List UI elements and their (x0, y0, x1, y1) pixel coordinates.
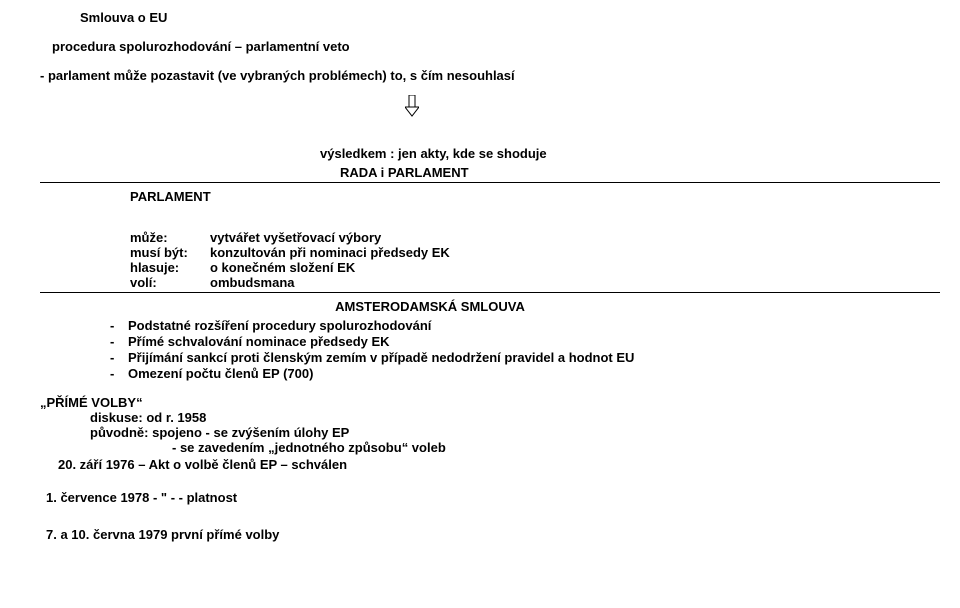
def-term: volí: (130, 275, 210, 290)
list-item: Přijímání sankcí proti členským zemím v … (110, 350, 940, 365)
volby-orig1: původně: spojeno - se zvýšením úlohy EP (90, 425, 940, 440)
result-label: výsledkem : jen akty, kde se shoduje (320, 146, 940, 161)
parlament-heading: PARLAMENT (130, 189, 940, 204)
result-block: výsledkem : jen akty, kde se shoduje RAD… (320, 146, 940, 180)
def-term: hlasuje: (130, 260, 210, 275)
def-row: hlasuje: o konečném složení EK (130, 260, 940, 275)
doc-title: Smlouva o EU (80, 10, 940, 25)
list-item: Přímé schvalování nominace předsedy EK (110, 334, 940, 349)
date-line-1: 1. července 1978 - " - - platnost (46, 490, 940, 505)
def-value: ombudsmana (210, 275, 295, 290)
date-line-2: 7. a 10. června 1979 první přímé volby (46, 527, 940, 542)
volby-title: „PŘÍMÉ VOLBY“ (40, 395, 940, 410)
def-value: o konečném složení EK (210, 260, 355, 275)
def-row: musí být: konzultován při nominaci předs… (130, 245, 940, 260)
rada-line: RADA i PARLAMENT (340, 165, 940, 180)
intro-line: - parlament může pozastavit (ve vybranýc… (40, 68, 940, 83)
list-item: Omezení počtu členů EP (700) (110, 366, 940, 381)
def-term: musí být: (130, 245, 210, 260)
def-row: může: vytvářet vyšetřovací výbory (130, 230, 940, 245)
def-value: vytvářet vyšetřovací výbory (210, 230, 381, 245)
def-term: může: (130, 230, 210, 245)
volby-akt: 20. září 1976 – Akt o volbě členů EP – s… (58, 457, 940, 472)
divider (40, 292, 940, 293)
def-row: volí: ombudsmana (130, 275, 940, 290)
volby-discuss: diskuse: od r. 1958 (90, 410, 940, 425)
list-item: Podstatné rozšíření procedury spolurozho… (110, 318, 940, 333)
divider (40, 182, 940, 183)
doc-subtitle: procedura spolurozhodování – parlamentní… (52, 39, 940, 54)
def-value: konzultován při nominaci předsedy EK (210, 245, 450, 260)
down-arrow-icon (405, 95, 940, 120)
amster-heading: AMSTERODAMSKÁ SMLOUVA (0, 299, 940, 314)
bullet-list: Podstatné rozšíření procedury spolurozho… (110, 318, 940, 381)
volby-orig2: - se zavedením „jednotného způsobu“ vole… (172, 440, 940, 455)
definition-table: může: vytvářet vyšetřovací výbory musí b… (130, 230, 940, 290)
